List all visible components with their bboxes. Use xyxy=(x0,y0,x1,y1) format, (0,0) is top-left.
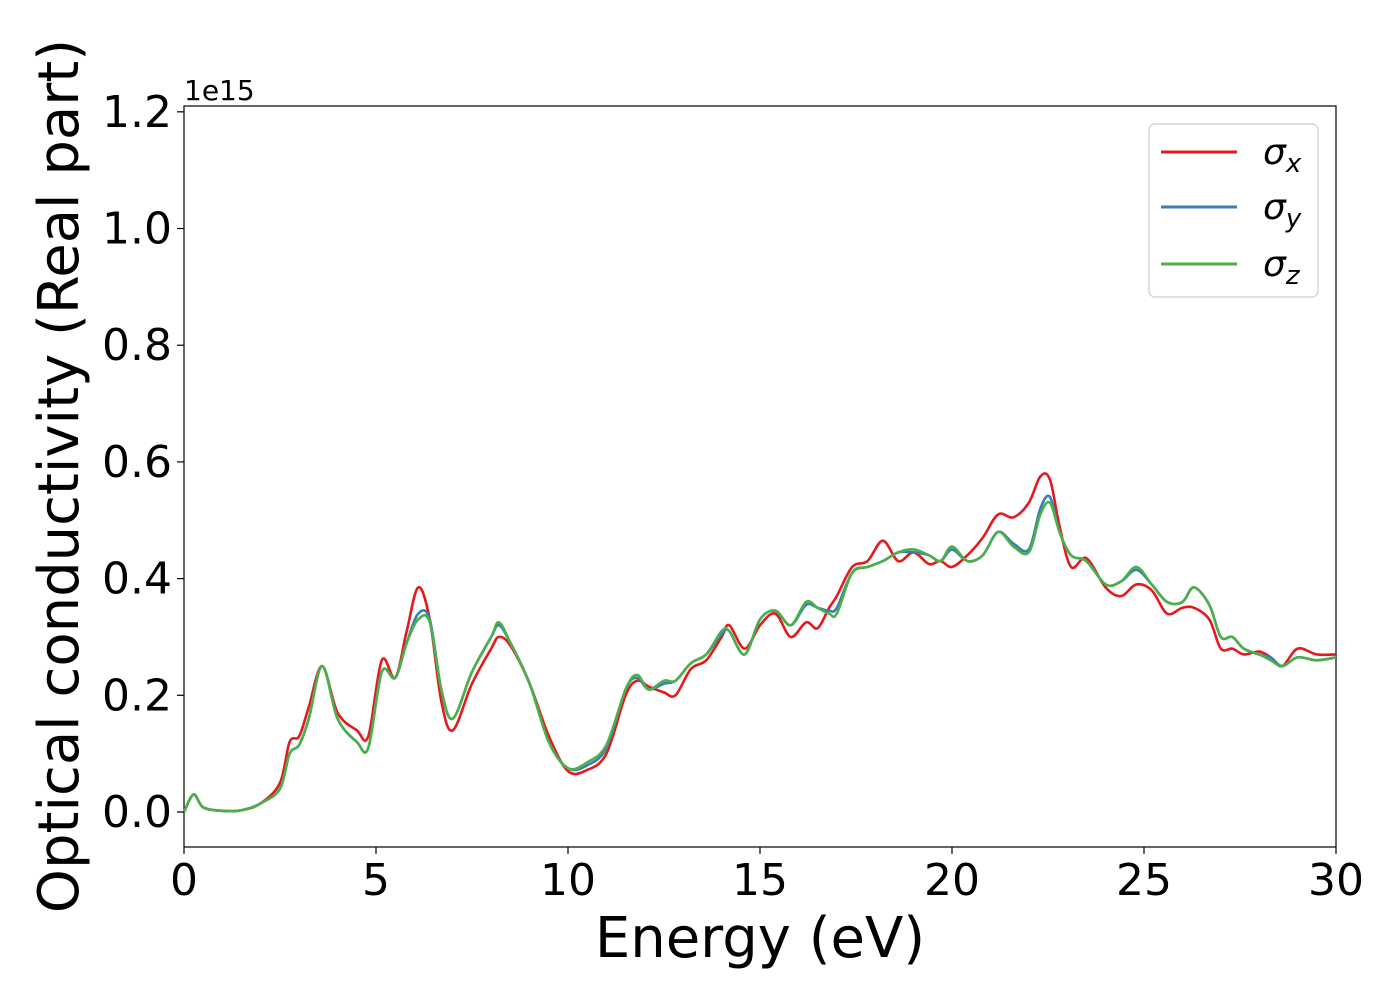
x-tick-label: 5 xyxy=(362,855,390,906)
plot-area xyxy=(183,105,1337,848)
y-tick-label: 1.0 xyxy=(102,204,172,255)
series-line-x xyxy=(182,472,1337,813)
legend-label-z: σz xyxy=(1263,244,1301,291)
series-line-z xyxy=(182,500,1337,813)
y-tick-label: 1.2 xyxy=(102,87,172,138)
x-tick-label: 15 xyxy=(732,855,788,906)
y-tick-label: 0.0 xyxy=(102,787,172,838)
x-tick-label: 30 xyxy=(1308,855,1364,906)
legend: σx σy σz xyxy=(1148,123,1319,298)
x-axis: 0 5 10 15 20 25 30 xyxy=(170,847,1364,906)
y-offset-label: 1e15 xyxy=(184,74,255,107)
y-tick-label: 0.2 xyxy=(102,670,172,721)
legend-box xyxy=(1148,123,1319,298)
y-axis-title: Optical conductivity (Real part) xyxy=(27,39,92,913)
x-tick-label: 25 xyxy=(1116,855,1172,906)
y-tick-label: 0.8 xyxy=(102,320,172,371)
y-tick-label: 0.4 xyxy=(102,554,172,605)
x-axis-title: Energy (eV) xyxy=(595,906,925,971)
legend-label-y: σy xyxy=(1263,187,1302,234)
series-layer xyxy=(182,472,1337,813)
y-axis: 0.0 0.2 0.4 0.6 0.8 1.0 1.2 xyxy=(102,87,184,838)
y-tick-label: 0.6 xyxy=(102,437,172,488)
x-tick-label: 20 xyxy=(924,855,980,906)
x-tick-label: 10 xyxy=(540,855,596,906)
x-tick-label: 0 xyxy=(170,855,198,906)
legend-label-x: σx xyxy=(1263,132,1302,179)
